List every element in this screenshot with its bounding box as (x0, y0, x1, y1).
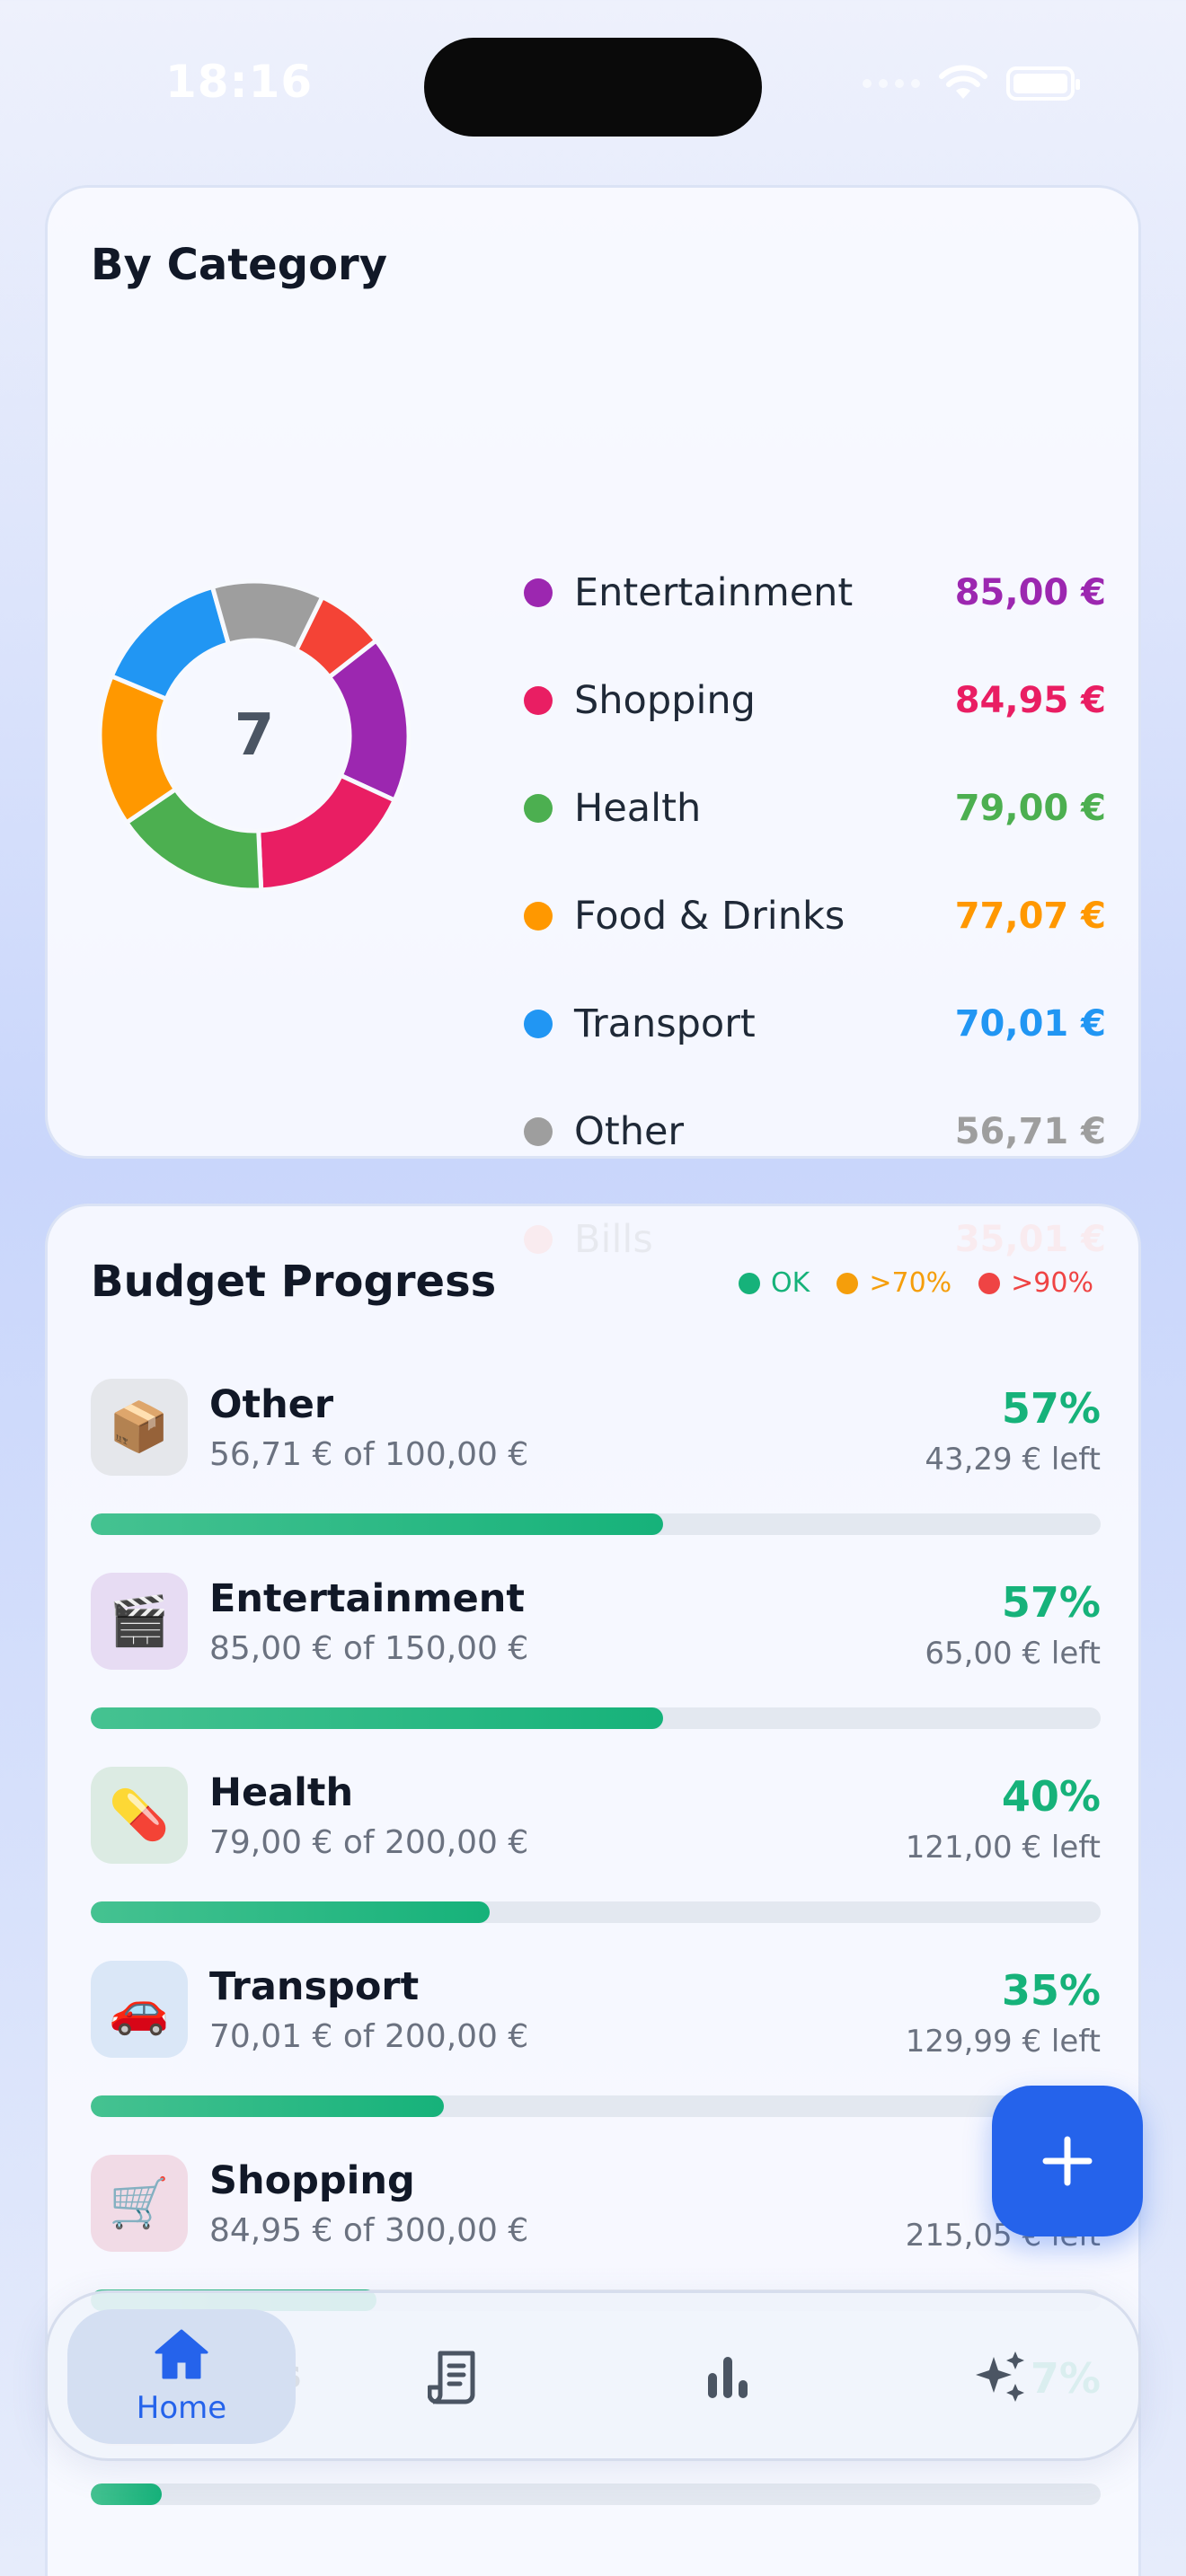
ok-dot-icon (739, 1272, 761, 1294)
tab-statistics[interactable] (614, 2309, 842, 2444)
receipt-icon (428, 2351, 475, 2404)
legend-value: 56,71 € (954, 1111, 1106, 1152)
legend-danger-label: >90% (1011, 1267, 1093, 1299)
budget-category-name: Health (209, 1770, 354, 1815)
legend-dot-icon (524, 794, 553, 823)
status-time: 18:16 (165, 56, 314, 108)
budget-percent: 40% (1001, 1772, 1101, 1821)
tab-home[interactable]: Home (67, 2309, 296, 2444)
budget-progress-track (91, 1707, 1101, 1729)
budget-category-name: Shopping (209, 2158, 415, 2203)
category-legend: Entertainment 85,00 € Shopping 84,95 € Healt… (479, 545, 1126, 1300)
dynamic-island (424, 38, 762, 137)
legend-warning: >70% (836, 1267, 951, 1299)
tab-home-label: Home (136, 2390, 227, 2426)
budget-item-entertainment[interactable]: 🎬 Entertainment 85,00 € of 150,00 € 57% 65,0… (91, 1573, 1101, 1767)
legend-ok-label: OK (771, 1267, 810, 1299)
budget-spent-amount: 56,71 € of 100,00 € (209, 1436, 529, 1473)
legend-label: Food & Drinks (574, 894, 845, 939)
budget-item-transport[interactable]: 🚗 Transport 70,01 € of 200,00 € 35% 129,99 €… (91, 1961, 1101, 2155)
plus-icon (1042, 2136, 1093, 2186)
budget-spent-amount: 79,00 € of 200,00 € (209, 1824, 529, 1861)
donut-slice-bills[interactable] (293, 594, 380, 681)
donut-center-count: 7 (234, 702, 275, 769)
legend-value: 77,07 € (954, 895, 1106, 937)
by-category-card: By Category 7 Entertainment 85,00 € Shoppi… (45, 185, 1141, 1262)
legend-dot-icon (524, 1117, 553, 1146)
legend-value: 79,00 € (954, 788, 1106, 829)
legend-row: Entertainment 85,00 € (479, 545, 1126, 653)
budget-category-name: Transport (209, 1964, 420, 2009)
status-indicators (863, 65, 1080, 102)
legend-value: 85,00 € (954, 572, 1106, 613)
budget-category-name: Entertainment (209, 1576, 525, 1621)
wifi-icon (939, 65, 987, 99)
budget-remaining: 65,00 € left (925, 1636, 1101, 1672)
bar-chart-icon (708, 2357, 748, 2398)
budget-category-name: Other (209, 1382, 334, 1427)
budget-progress-track (91, 1513, 1101, 1535)
legend-value: 84,95 € (954, 680, 1106, 721)
by-category-title: By Category (91, 240, 387, 290)
add-transaction-button[interactable] (992, 2086, 1143, 2236)
budget-progress-track (91, 1901, 1101, 1923)
budget-progress-title: Budget Progress (91, 1257, 497, 1307)
legend-danger: >90% (978, 1267, 1093, 1299)
package-icon: 📦 (91, 1379, 188, 1476)
tab-bar: Home (45, 2290, 1141, 2461)
legend-dot-icon (524, 578, 553, 607)
budget-percent: 57% (1001, 1578, 1101, 1627)
tab-ai-insights[interactable] (887, 2309, 1115, 2444)
legend-ok: OK (739, 1267, 810, 1299)
cart-icon: 🛒 (91, 2155, 188, 2252)
legend-label: Entertainment (574, 570, 854, 615)
legend-row: Shopping 84,95 € (479, 653, 1126, 761)
tab-transactions[interactable] (341, 2309, 569, 2444)
budget-progress-track (91, 2483, 1101, 2505)
budget-spent-amount: 85,00 € of 150,00 € (209, 1630, 529, 1667)
budget-progress-fill (91, 2483, 162, 2505)
budget-progress-track (91, 2095, 1101, 2117)
legend-row: Health 79,00 € (479, 761, 1126, 869)
legend-label: Shopping (574, 678, 756, 723)
battery-icon (1006, 66, 1080, 101)
legend-warning-label: >70% (869, 1267, 952, 1299)
home-icon (155, 2329, 208, 2379)
budget-percent: 35% (1001, 1966, 1101, 2015)
budget-progress-fill (91, 2095, 445, 2117)
legend-dot-icon (524, 1010, 553, 1038)
legend-dot-icon (524, 902, 553, 931)
budget-remaining: 43,29 € left (925, 1442, 1101, 1478)
legend-dot-icon (524, 686, 553, 715)
legend-value: 70,01 € (954, 1003, 1106, 1045)
legend-label: Transport (574, 1001, 756, 1046)
category-donut-chart (97, 578, 412, 893)
warning-dot-icon (836, 1272, 859, 1294)
budget-legend: OK >70% >90% (739, 1267, 1093, 1299)
budget-remaining: 121,00 € left (905, 1830, 1101, 1866)
budget-spent-amount: 84,95 € of 300,00 € (209, 2212, 529, 2249)
budget-remaining: 129,99 € left (905, 2024, 1101, 2060)
clapper-icon: 🎬 (91, 1573, 188, 1670)
budget-spent-amount: 70,01 € of 200,00 € (209, 2018, 529, 2055)
budget-progress-fill (91, 1901, 490, 1923)
pill-icon: 💊 (91, 1767, 188, 1864)
budget-progress-fill (91, 1513, 664, 1535)
legend-row: Transport 70,01 € (479, 976, 1126, 1084)
legend-row: Food & Drinks 77,07 € (479, 869, 1126, 976)
sparkles-icon (976, 2351, 1024, 2402)
budget-progress-fill (91, 1707, 664, 1729)
legend-label: Other (574, 1109, 685, 1154)
budget-item-other[interactable]: 📦 Other 56,71 € of 100,00 € 57% 43,29 € left (91, 1379, 1101, 1573)
budget-percent: 57% (1001, 1384, 1101, 1433)
danger-dot-icon (978, 1272, 1001, 1294)
legend-row: Other 56,71 € (479, 1084, 1126, 1192)
budget-item-health[interactable]: 💊 Health 79,00 € of 200,00 € 40% 121,00 € le… (91, 1767, 1101, 1961)
signal-icon (863, 79, 920, 88)
legend-label: Health (574, 786, 702, 831)
car-icon: 🚗 (91, 1961, 188, 2058)
